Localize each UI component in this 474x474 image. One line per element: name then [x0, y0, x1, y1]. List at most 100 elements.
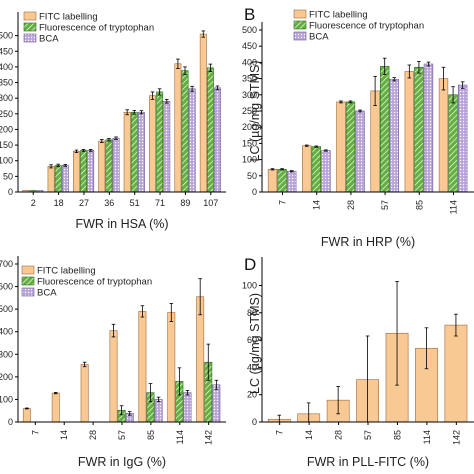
error-bar-b-bca-85 [426, 61, 431, 67]
bar-b-fitc-114 [438, 78, 449, 193]
bar-a-bca-27 [87, 150, 95, 193]
x-tick-label: 107 [203, 198, 218, 208]
x-tick-label: 142 [451, 430, 461, 445]
bar-c-bca-142 [212, 384, 221, 423]
y-tick-label: 200 [0, 372, 13, 382]
bar-c-fitc-57 [109, 330, 118, 423]
bar-c-fitc-28 [80, 364, 89, 423]
error-bar-c-fitc-85 [140, 305, 145, 318]
error-bar-a-fitc-36 [100, 139, 104, 143]
legend-swatch-bca [293, 31, 307, 41]
error-bar-b-fitc-57 [373, 75, 377, 106]
error-bar-a-bca-51 [139, 110, 144, 115]
legend-label-trp: Fluorescence of tryptophan [309, 21, 424, 32]
error-bar-d-fitc-28 [336, 386, 340, 415]
error-bar-a-trp-107 [208, 63, 213, 72]
x-tick-label: 14 [59, 430, 69, 440]
error-bar-c-trp-114 [177, 367, 182, 396]
bar-c-fitc-85 [138, 311, 147, 423]
axes-a [17, 12, 226, 193]
error-bar-d-fitc-85 [395, 280, 399, 386]
y-tick-label: 350 [242, 74, 257, 84]
error-bar-b-bca-114 [460, 81, 465, 89]
bar-a-trp-107 [206, 67, 214, 193]
error-bar-a-fitc-18 [49, 164, 53, 169]
y-tick-label: 80 [247, 308, 257, 318]
bar-c-fitc-14 [51, 392, 60, 423]
y-tick-label: 0 [8, 187, 13, 197]
x-tick-label: 85 [392, 430, 402, 440]
error-bar-d-fitc-114 [424, 327, 429, 370]
legend-label-fitc: FITC labelling [309, 10, 368, 21]
legend-swatch-trp [21, 276, 35, 286]
legend-label-trp: Fluorescence of tryptophan [39, 23, 154, 34]
axes-b [261, 22, 474, 193]
error-bar-a-trp-51 [132, 109, 137, 115]
y-tick-label: 450 [242, 41, 257, 51]
error-bar-c-bca-85 [156, 396, 161, 403]
error-bar-c-bca-114 [185, 389, 190, 396]
error-bar-b-fitc-114 [441, 66, 446, 91]
y-tick-label: 500 [0, 304, 13, 314]
bar-a-trp-71 [156, 91, 164, 193]
panel-c-chart: 0 100 200 300 400 500 600 700 7 14 28 57 85 114 142 FWR… [0, 256, 226, 469]
legend-swatch-fitc [293, 9, 307, 19]
legend-swatch-fitc [21, 265, 35, 275]
error-bar-b-bca-28 [358, 109, 362, 113]
x-tick-label: 71 [155, 198, 165, 208]
y-tick-label: 40 [247, 362, 257, 372]
legend-label-bca: BCA [37, 288, 57, 299]
bar-a-fitc-27 [73, 151, 80, 193]
bar-b-trp-7 [277, 169, 287, 193]
x-tick-label: 89 [180, 198, 190, 208]
bar-b-trp-57 [380, 65, 390, 193]
error-bar-a-bca-107 [215, 85, 220, 91]
bar-a-bca-71 [163, 101, 171, 193]
error-bar-a-trp-18 [56, 163, 60, 168]
panel-a-chart: 0 50 100 150 200 250 300 350 400 450 500 2 18 27 36 51 7… [0, 11, 226, 231]
y-tick-label: 350 [0, 78, 13, 88]
x-tick-label: 57 [363, 430, 373, 440]
y-tick-label: 50 [3, 171, 13, 181]
error-bar-c-fitc-57 [111, 323, 116, 338]
error-bar-c-bca-57 [127, 411, 132, 416]
bar-b-trp-28 [345, 101, 356, 193]
bar-b-bca-57 [389, 78, 399, 193]
legend-swatch-fitc [23, 11, 37, 21]
y-tick-label: 200 [242, 122, 257, 132]
legend-label-bca: BCA [39, 34, 59, 45]
error-bar-a-fitc-89 [176, 58, 180, 69]
error-bar-b-trp-28 [348, 100, 353, 104]
error-bar-b-trp-7 [280, 168, 284, 171]
error-bar-a-trp-71 [157, 88, 162, 96]
y-axis-title: LC (µg/mg STMS) [248, 61, 262, 162]
error-bar-c-fitc-7 [25, 407, 29, 410]
error-bar-c-fitc-114 [169, 303, 174, 322]
bar-c-fitc-114 [167, 312, 176, 423]
error-bar-b-bca-57 [392, 77, 397, 82]
error-bar-a-fitc-27 [74, 149, 79, 153]
y-tick-label: 700 [0, 259, 13, 269]
x-axis-title: FWR in HSA (%) [75, 217, 168, 231]
bar-a-bca-107 [214, 87, 221, 193]
error-bar-a-fitc-107 [201, 30, 206, 38]
bar-a-bca-51 [137, 111, 145, 193]
legend-swatch-trp [293, 20, 307, 30]
x-tick-label: 114 [448, 200, 458, 214]
x-tick-label: 114 [175, 430, 185, 444]
error-bar-b-bca-7 [289, 170, 294, 173]
bar-b-fitc-28 [336, 101, 346, 193]
y-tick-label: 20 [247, 390, 257, 400]
bar-d-fitc-142 [444, 324, 468, 423]
bar-a-trp-18 [54, 165, 62, 193]
error-bar-c-fitc-28 [82, 361, 87, 368]
bar-b-trp-114 [448, 94, 458, 193]
error-bar-a-bca-27 [88, 149, 93, 152]
y-tick-label: 300 [0, 93, 13, 103]
x-tick-label: 85 [146, 430, 156, 440]
panel-b-chart: 0 50 100 150 200 250 300 350 400 450 500 7 14 28 57 85 1… [242, 5, 474, 249]
bar-b-trp-85 [414, 66, 424, 193]
